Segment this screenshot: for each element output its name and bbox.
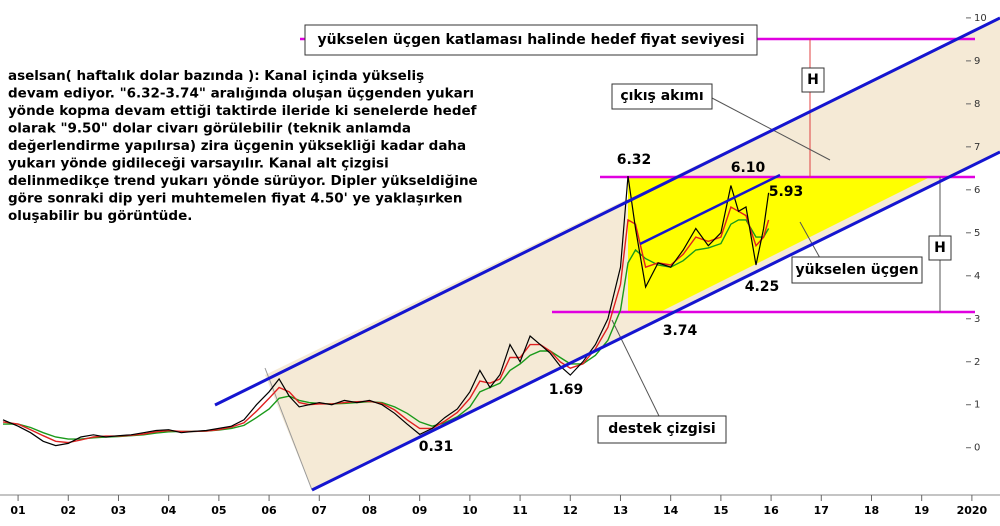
x-tick-label: 09: [412, 504, 427, 517]
x-tick-label: 2020: [957, 504, 988, 517]
x-tick-label: 03: [111, 504, 126, 517]
channel-edge: [264, 367, 313, 491]
annotation: 6.32: [617, 152, 652, 168]
x-tick-label: 02: [61, 504, 76, 517]
annotation: yükselen üçgen: [795, 262, 918, 278]
commentary-line: değerlendirme yapılırsa) zira üçgenin yü…: [8, 138, 466, 154]
annotation: 3.74: [663, 323, 698, 339]
y-tick-label: 6: [974, 185, 980, 196]
commentary-line: yukarı yönde gidileceği varsayılır. Kana…: [8, 156, 389, 172]
commentary-line: göre sonraki dip yeri muhtemelen fiyat 4…: [8, 191, 462, 207]
chart-title: yükselen üçgen katlaması halinde hedef f…: [317, 32, 744, 48]
x-tick-label: 15: [713, 504, 728, 517]
commentary-line: delinmedikçe trend yukarı yönde sürüyor.…: [8, 173, 478, 189]
annotation: H: [807, 72, 819, 88]
x-tick-label: 18: [864, 504, 879, 517]
x-tick-label: 05: [211, 504, 226, 517]
annotation: 4.25: [745, 279, 780, 295]
annotation: destek çizgisi: [608, 421, 715, 437]
y-tick-label: 4: [974, 271, 980, 282]
annotation: H: [934, 240, 946, 256]
annotation-box: [611, 83, 713, 110]
annotation: 1.69: [549, 382, 584, 398]
title-box: [304, 24, 758, 56]
y-tick-label: 1: [974, 400, 980, 411]
x-tick-label: 11: [512, 504, 527, 517]
annotation-box: [801, 67, 825, 93]
commentary-line: oluşabilir bu görüntüde.: [8, 208, 192, 224]
pointer: [711, 97, 831, 161]
channel-lines: [214, 16, 1000, 492]
x-tick-label: 01: [10, 504, 25, 517]
annotation: çıkış akımı: [620, 88, 703, 104]
price-line: [2, 176, 770, 447]
y-tick-label: 10: [974, 13, 987, 24]
triangle-top: [639, 173, 781, 246]
commentary-line: yönde kopma devam ettiği taktirde ilerid…: [8, 103, 477, 119]
annotation: 5.93: [769, 184, 804, 200]
x-tick-label: 13: [613, 504, 628, 517]
upper-channel: [214, 16, 1000, 407]
y-tick-label: 9: [974, 56, 980, 67]
triangle-fill: [628, 177, 930, 312]
y-tick-label: 8: [974, 99, 980, 110]
commentary-line: olarak "9.50" dolar civarı görülebilir (…: [8, 121, 411, 137]
y-tick-label: 3: [974, 314, 980, 325]
y-tick-label: 0: [974, 443, 980, 454]
price-line: [2, 205, 770, 444]
annotation: 6.10: [731, 160, 766, 176]
x-tick-label: 19: [914, 504, 929, 517]
y-tick-label: 5: [974, 228, 980, 239]
commentary-line: devam ediyor. "6.32-3.74" aralığında olu…: [8, 86, 474, 102]
x-tick-label: 08: [362, 504, 377, 517]
y-tick-label: 7: [974, 142, 980, 153]
x-tick-label: 17: [814, 504, 829, 517]
x-tick-label: 04: [161, 504, 177, 517]
x-tick-label: 14: [663, 504, 679, 517]
annotation-box: [928, 235, 952, 261]
lower-channel: [311, 150, 1000, 492]
annotation-box: [597, 415, 727, 444]
commentary-line: aselsan( haftalık dolar bazında ): Kanal…: [8, 68, 424, 84]
plot: [2, 176, 770, 447]
annotation: 0.31: [419, 439, 454, 455]
annotation-box: [791, 256, 923, 284]
x-tick-label: 10: [462, 504, 478, 517]
pointer: [799, 221, 821, 259]
y-tick-label: 2: [974, 357, 980, 368]
x-tick-label: 07: [312, 504, 327, 517]
x-tick-label: 06: [261, 504, 277, 517]
pointer: [611, 319, 661, 419]
x-tick-label: 16: [763, 504, 779, 517]
x-tick-label: 12: [563, 504, 578, 517]
